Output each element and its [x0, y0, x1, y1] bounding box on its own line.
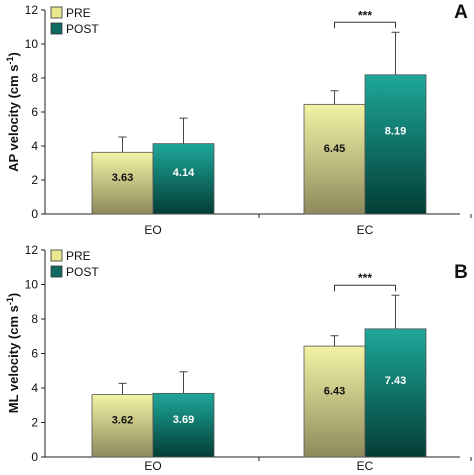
legend-label: POST — [66, 22, 99, 36]
bar-value-label: 3.62 — [112, 415, 133, 427]
x-category-label: EC — [357, 459, 374, 473]
y-axis-label-close: ) — [6, 293, 21, 297]
y-axis-label-main: AP velocity (cm s — [6, 64, 21, 171]
y-tick-label: 6 — [31, 105, 38, 119]
y-tick-label: 12 — [25, 3, 39, 17]
y-tick-label: 2 — [31, 416, 38, 430]
legend-label: POST — [66, 265, 99, 279]
y-tick-label: 4 — [31, 381, 38, 395]
legend-swatch-pre — [50, 6, 63, 19]
significance-label: *** — [358, 8, 372, 22]
x-category-label: EO — [144, 223, 161, 237]
y-tick-label: 8 — [31, 71, 38, 85]
bar-pre — [303, 103, 366, 215]
bar-value-label: 6.43 — [324, 385, 345, 397]
y-axis-label: AP velocity (cm s-1) — [5, 52, 21, 172]
y-axis-label-sup: -1 — [5, 56, 15, 64]
significance-label: *** — [358, 271, 372, 285]
bar-value-label: 3.69 — [173, 414, 194, 426]
y-tick-label: 2 — [31, 173, 38, 187]
bar-post — [364, 328, 427, 458]
bar-post — [152, 392, 215, 458]
y-tick-label: 4 — [31, 139, 38, 153]
significance-bracket — [334, 21, 396, 29]
bar-pre — [91, 151, 154, 215]
bar-post — [152, 143, 215, 215]
y-axis-label-main: ML velocity (cm s — [6, 305, 21, 413]
y-axis-label-close: ) — [6, 52, 21, 56]
x-category-label: EO — [144, 459, 161, 473]
y-tick-label: 6 — [31, 347, 38, 361]
bar-post — [364, 74, 427, 215]
legend-swatch-post — [50, 22, 63, 35]
bar-value-label: 8.19 — [385, 125, 406, 137]
bar-value-label: 3.63 — [112, 172, 133, 184]
y-tick-label: 10 — [25, 278, 39, 292]
legend-swatch-pre — [50, 249, 63, 262]
y-tick-label: 10 — [25, 37, 39, 51]
y-axis-label-sup: -1 — [5, 297, 15, 305]
y-tick-label: 8 — [31, 312, 38, 326]
y-axis-label: ML velocity (cm s-1) — [5, 293, 21, 414]
bar-value-label: 7.43 — [385, 375, 406, 387]
bar-value-label: 4.14 — [173, 167, 195, 179]
panel-label: A — [454, 2, 468, 23]
legend-label: PRE — [66, 249, 91, 263]
y-tick-label: 12 — [25, 243, 39, 257]
bar-pre — [303, 345, 366, 458]
legend-label: PRE — [66, 6, 91, 20]
legend-swatch-post — [50, 265, 63, 278]
y-tick-label: 0 — [31, 207, 38, 221]
bar-value-label: 6.45 — [324, 143, 345, 155]
y-tick-label: 0 — [31, 450, 38, 464]
significance-bracket — [334, 284, 396, 292]
x-category-label: EC — [357, 223, 374, 237]
panel-label: B — [454, 262, 468, 283]
